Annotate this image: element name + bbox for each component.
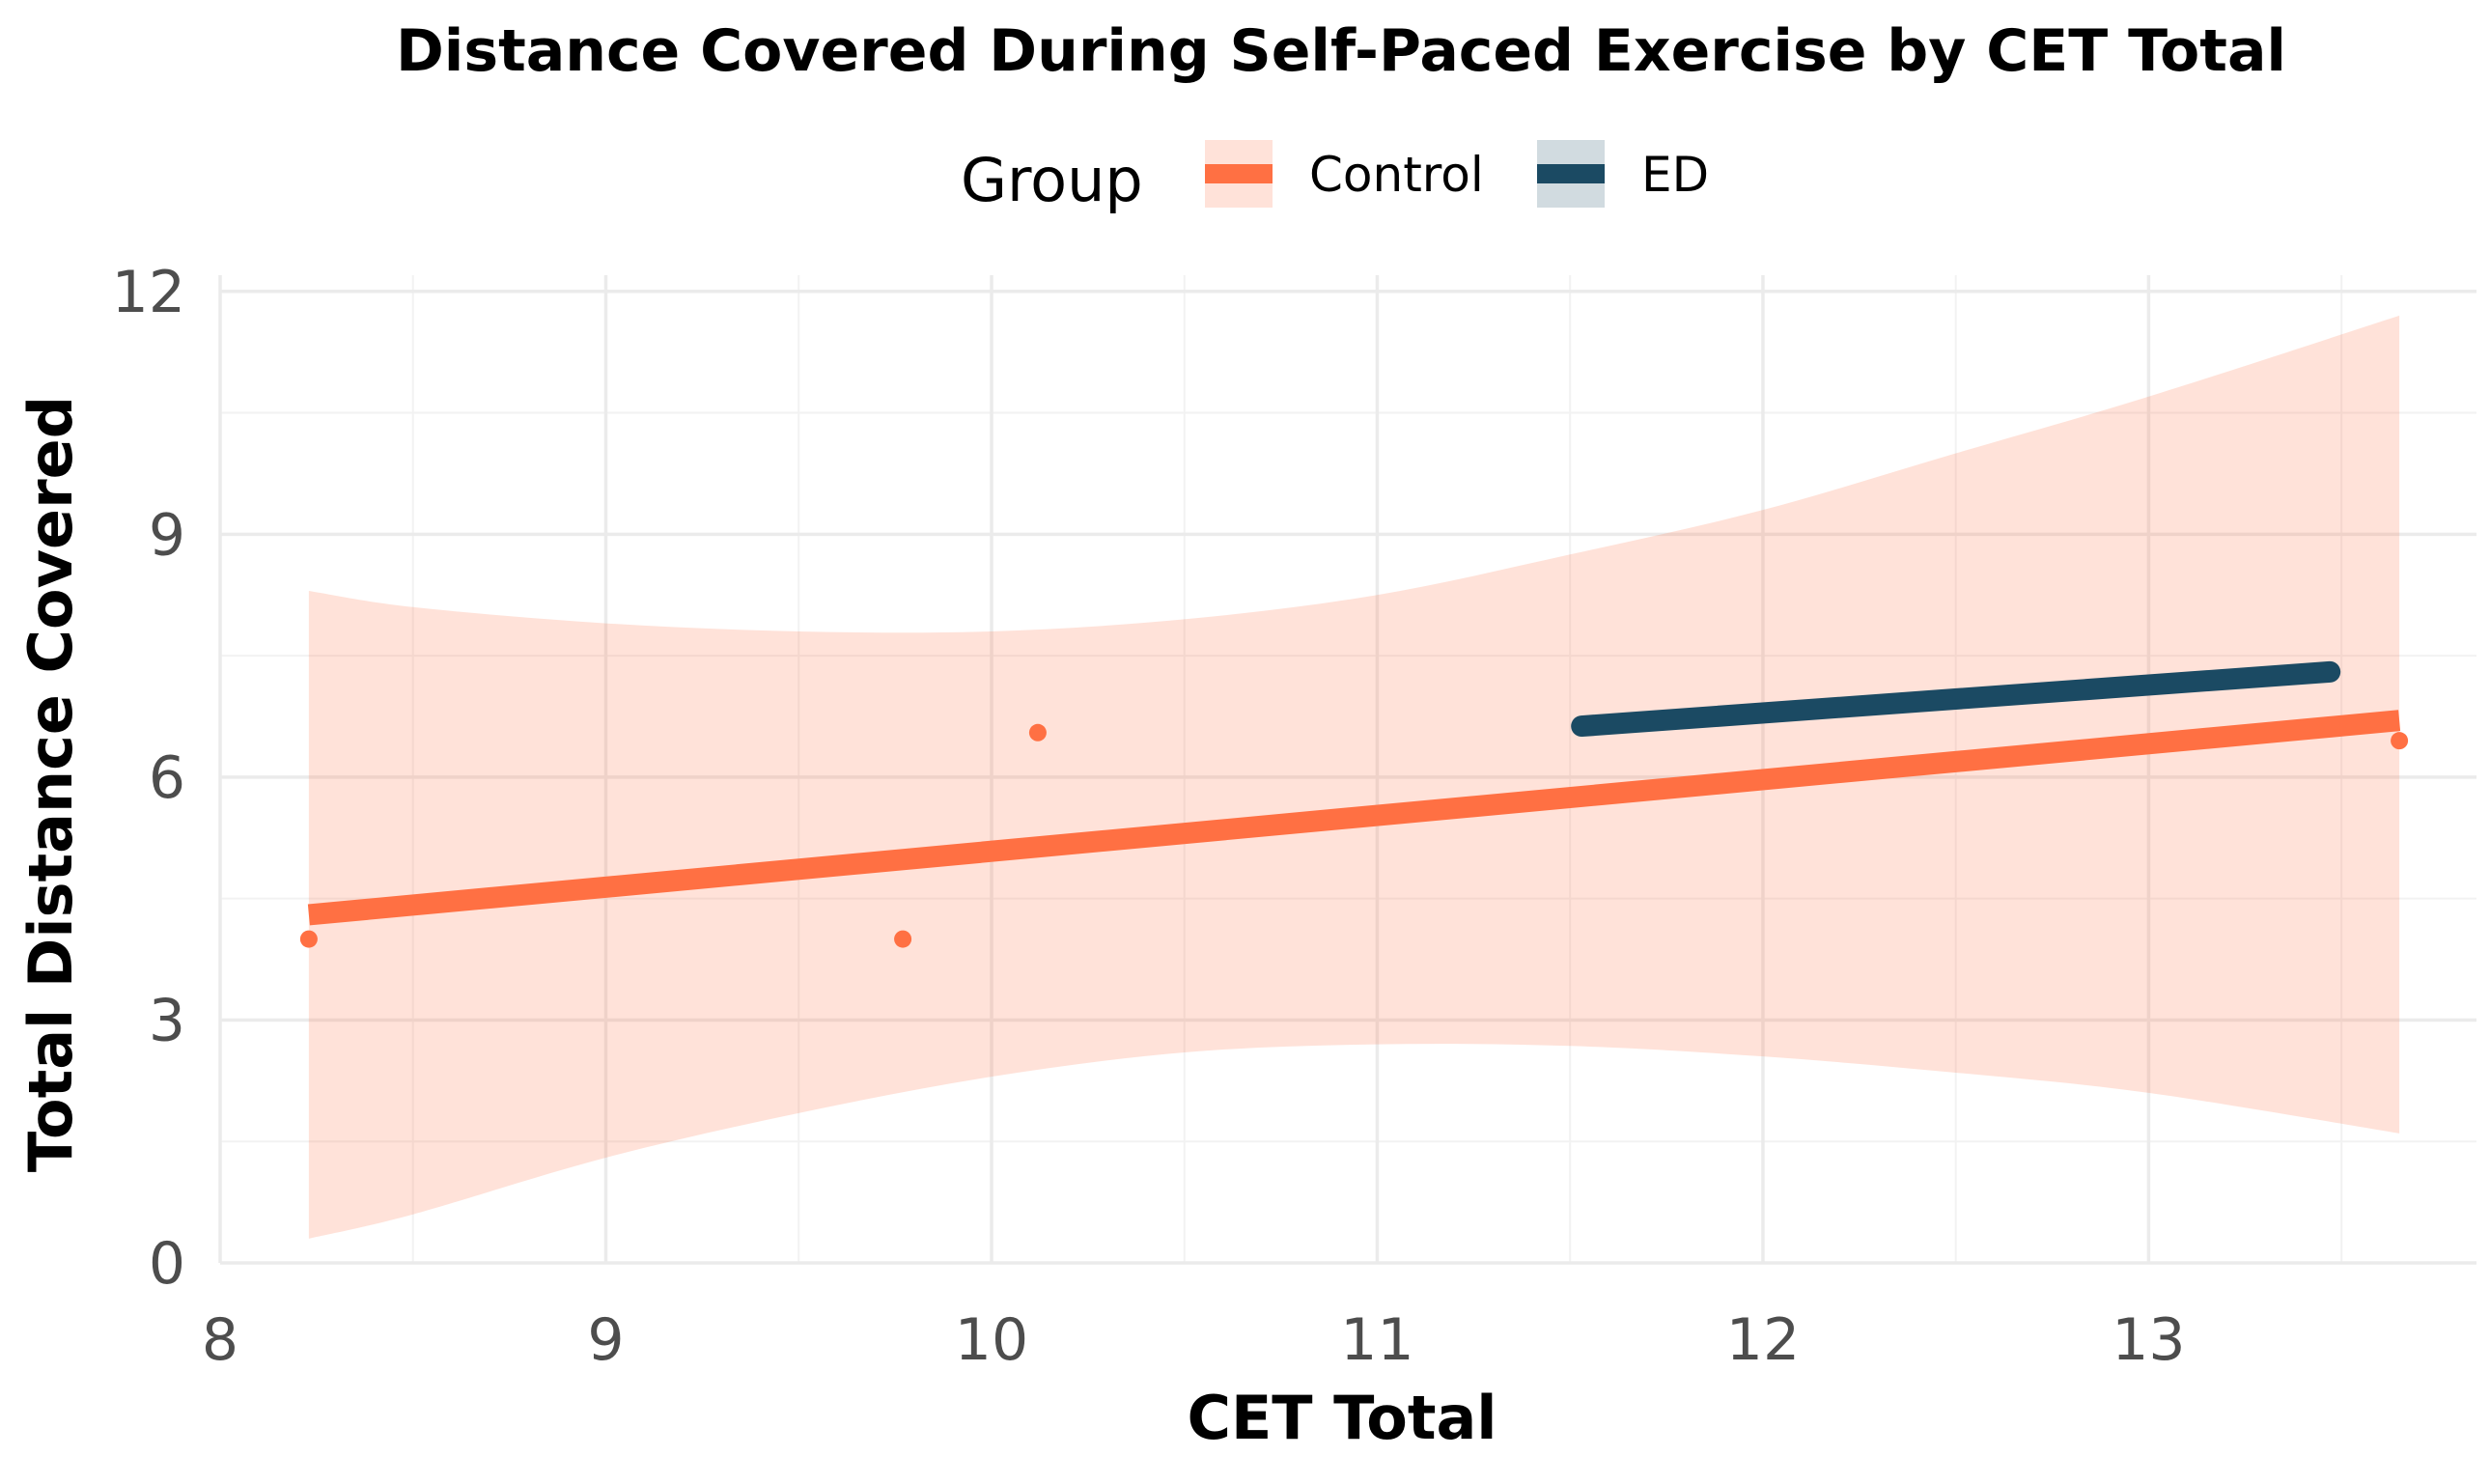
data-points xyxy=(299,723,2409,948)
fit-line-control xyxy=(307,710,2401,926)
x-tick-label: 8 xyxy=(202,1306,238,1374)
y-tick-label: 0 xyxy=(149,1230,185,1298)
y-tick-label: 3 xyxy=(149,987,185,1054)
x-tick-label: 10 xyxy=(955,1306,1028,1374)
legend-title: Group xyxy=(961,145,1143,215)
confidence-bands xyxy=(308,315,2400,1239)
x-tick-label: 9 xyxy=(587,1306,624,1374)
x-tick-label: 11 xyxy=(1340,1306,1413,1374)
data-point-control xyxy=(2391,732,2409,750)
data-point-control xyxy=(894,930,912,948)
confidence-band-control xyxy=(308,315,2400,1239)
y-axis-ticks: 0 3 6 9 12 xyxy=(112,259,185,1298)
data-point-control xyxy=(1028,723,1047,742)
y-tick-label: 9 xyxy=(149,501,185,569)
y-tick-label: 12 xyxy=(112,259,185,326)
data-point-control xyxy=(299,930,318,948)
x-axis-ticks: 8 9 10 11 12 13 xyxy=(202,1306,2186,1374)
legend-label-ed: ED xyxy=(1641,147,1709,203)
grid-major xyxy=(218,275,2476,1265)
x-tick-label: 13 xyxy=(2112,1306,2185,1374)
fit-line-ed xyxy=(1571,660,2341,738)
x-axis-title: CET Total xyxy=(1187,1383,1497,1453)
x-tick-label: 12 xyxy=(1726,1306,1800,1374)
chart-title: Distance Covered During Self-Paced Exerc… xyxy=(396,17,2286,85)
legend: Group Control ED xyxy=(961,140,1709,215)
legend-label-control: Control xyxy=(1309,147,1484,203)
legend-entries: Control ED xyxy=(1205,140,1709,208)
y-tick-label: 6 xyxy=(149,744,185,812)
fit-lines xyxy=(307,660,2401,926)
y-axis-title: Total Distance Covered xyxy=(15,396,86,1172)
